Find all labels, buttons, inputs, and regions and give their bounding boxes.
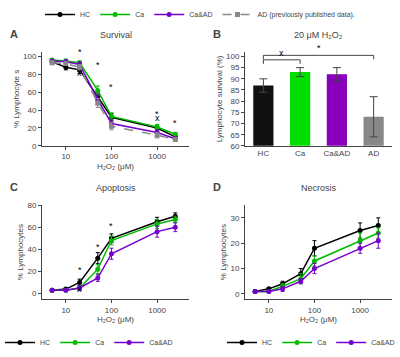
svg-text:80: 80 bbox=[27, 70, 36, 79]
svg-text:60: 60 bbox=[27, 88, 36, 97]
svg-text:*: * bbox=[155, 109, 159, 119]
svg-text:10: 10 bbox=[61, 306, 70, 315]
svg-text:*: * bbox=[173, 118, 177, 128]
svg-text:80: 80 bbox=[230, 97, 239, 106]
svg-text:B: B bbox=[213, 28, 221, 40]
svg-text:30: 30 bbox=[230, 214, 239, 223]
svg-text:10: 10 bbox=[61, 152, 70, 161]
svg-text:60: 60 bbox=[27, 223, 36, 232]
svg-text:20: 20 bbox=[230, 239, 239, 248]
svg-text:C: C bbox=[10, 181, 18, 193]
svg-text:1000: 1000 bbox=[148, 306, 166, 315]
svg-text:D: D bbox=[213, 181, 221, 193]
svg-text:*: * bbox=[109, 82, 113, 92]
svg-text:100: 100 bbox=[226, 52, 240, 61]
svg-text:95: 95 bbox=[230, 63, 239, 72]
svg-text:% Lymphocyte s: % Lymphocyte s bbox=[12, 70, 21, 128]
svg-text:10: 10 bbox=[230, 264, 239, 273]
svg-text:Ca&AD: Ca&AD bbox=[149, 339, 172, 346]
svg-text:H₂O₂ (μM): H₂O₂ (μM) bbox=[97, 162, 134, 171]
svg-text:20: 20 bbox=[27, 267, 36, 276]
svg-text:Survival: Survival bbox=[100, 30, 132, 40]
svg-text:100: 100 bbox=[105, 152, 119, 161]
svg-text:90: 90 bbox=[230, 75, 239, 84]
svg-text:Necrosis: Necrosis bbox=[301, 183, 337, 193]
svg-text:AD (previously published data): AD (previously published data). bbox=[258, 11, 355, 19]
svg-text:Ca&AD: Ca&AD bbox=[189, 11, 212, 18]
svg-text:HC: HC bbox=[262, 339, 272, 346]
svg-text:x: x bbox=[155, 113, 160, 123]
svg-text:100: 100 bbox=[105, 306, 119, 315]
svg-text:HC: HC bbox=[80, 11, 90, 18]
svg-text:0: 0 bbox=[32, 289, 37, 298]
svg-text:Ca: Ca bbox=[317, 339, 326, 346]
svg-text:Ca: Ca bbox=[295, 149, 306, 158]
svg-text:1000: 1000 bbox=[148, 152, 166, 161]
svg-text:*: * bbox=[96, 60, 100, 70]
svg-text:% Lymphocytes: % Lymphocytes bbox=[219, 224, 228, 280]
svg-text:H₂O₂ (μM): H₂O₂ (μM) bbox=[97, 315, 134, 324]
svg-text:*: * bbox=[317, 43, 321, 53]
svg-text:AD: AD bbox=[368, 149, 379, 158]
svg-text:Ca: Ca bbox=[95, 339, 104, 346]
svg-text:*: * bbox=[78, 265, 82, 275]
svg-text:Ca&AD: Ca&AD bbox=[324, 149, 351, 158]
svg-text:Lymphocyte survival (%): Lymphocyte survival (%) bbox=[215, 55, 224, 142]
svg-text:*: * bbox=[96, 242, 100, 252]
svg-text:40: 40 bbox=[27, 245, 36, 254]
svg-text:60: 60 bbox=[230, 142, 239, 151]
svg-text:HC: HC bbox=[258, 149, 270, 158]
svg-text:70: 70 bbox=[230, 119, 239, 128]
svg-text:% Lymphocytes: % Lymphocytes bbox=[16, 224, 25, 280]
svg-text:80: 80 bbox=[27, 201, 36, 210]
svg-text:85: 85 bbox=[230, 86, 239, 95]
svg-text:Apoptosis: Apoptosis bbox=[96, 183, 136, 193]
svg-text:100: 100 bbox=[23, 52, 37, 61]
svg-text:HC: HC bbox=[40, 339, 50, 346]
svg-text:65: 65 bbox=[230, 130, 239, 139]
svg-text:Ca: Ca bbox=[135, 11, 144, 18]
svg-text:x: x bbox=[77, 284, 82, 294]
svg-text:100: 100 bbox=[308, 306, 322, 315]
svg-text:x: x bbox=[77, 68, 82, 78]
svg-text:*: * bbox=[78, 47, 82, 57]
svg-text:10: 10 bbox=[264, 306, 273, 315]
svg-text:20 μM H₂O₂: 20 μM H₂O₂ bbox=[294, 30, 343, 40]
svg-text:20: 20 bbox=[27, 124, 36, 133]
svg-text:Ca&AD: Ca&AD bbox=[371, 339, 394, 346]
svg-text:H₂O₂ (μM): H₂O₂ (μM) bbox=[300, 315, 337, 324]
svg-text:*: * bbox=[109, 221, 113, 231]
svg-text:40: 40 bbox=[27, 106, 36, 115]
svg-text:0: 0 bbox=[32, 142, 37, 151]
svg-text:0: 0 bbox=[235, 290, 240, 299]
svg-text:x: x bbox=[279, 48, 284, 58]
svg-text:A: A bbox=[10, 28, 18, 40]
svg-text:1000: 1000 bbox=[351, 306, 369, 315]
svg-text:75: 75 bbox=[230, 108, 239, 117]
